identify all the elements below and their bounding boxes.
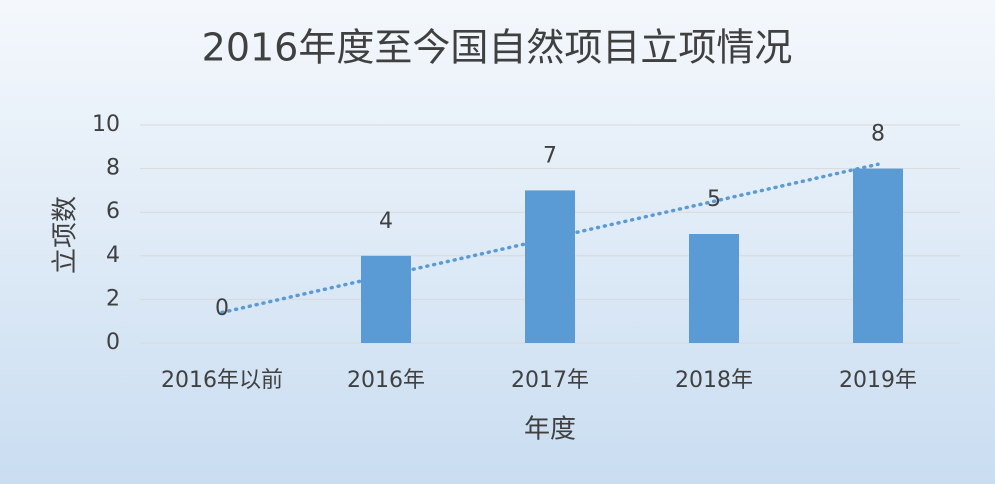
bar bbox=[525, 190, 575, 343]
data-label: 8 bbox=[871, 122, 885, 147]
y-tick-label: 0 bbox=[106, 330, 120, 355]
bar bbox=[853, 168, 903, 343]
bar bbox=[361, 255, 411, 343]
y-tick-label: 8 bbox=[106, 156, 120, 181]
x-tick-label: 2019年 bbox=[839, 368, 917, 393]
y-tick-label: 4 bbox=[106, 243, 120, 268]
data-label: 5 bbox=[707, 187, 721, 212]
data-label: 7 bbox=[543, 143, 557, 168]
x-tick-label: 2016年 bbox=[347, 368, 425, 393]
y-tick-label: 2 bbox=[106, 286, 120, 311]
y-tick-label: 10 bbox=[92, 112, 120, 137]
chart-title: 2016年度至今国自然项目立项情况 bbox=[202, 26, 793, 70]
data-label: 4 bbox=[379, 209, 393, 234]
y-axis-title: 立项数 bbox=[51, 196, 81, 274]
y-tick-label: 6 bbox=[106, 199, 120, 224]
trendline bbox=[220, 162, 880, 315]
x-tick-label: 2018年 bbox=[675, 368, 753, 393]
x-tick-label: 2017年 bbox=[511, 368, 589, 393]
x-tick-label: 2016年以前 bbox=[161, 368, 283, 393]
bar bbox=[689, 234, 739, 343]
x-axis-title: 年度 bbox=[524, 415, 576, 445]
data-label: 0 bbox=[215, 296, 229, 321]
